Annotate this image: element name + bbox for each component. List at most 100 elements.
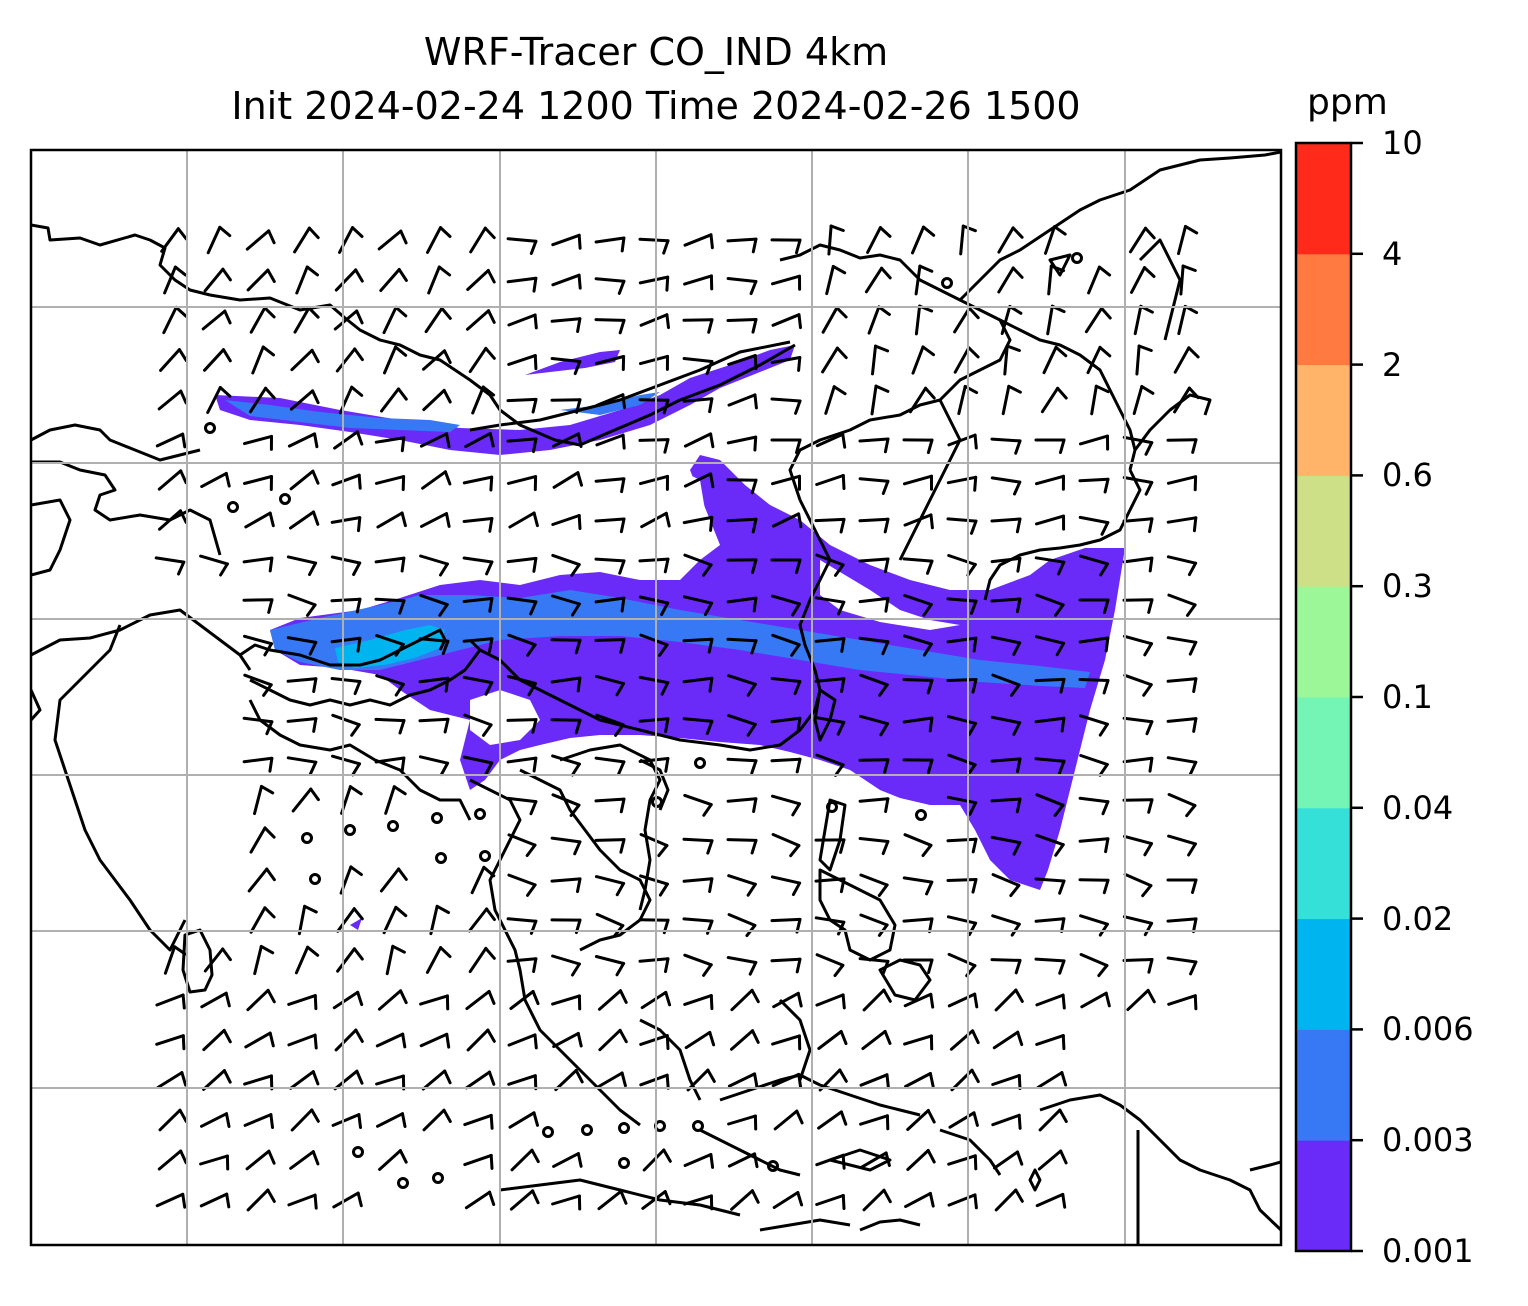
wind-barb-flag (489, 475, 494, 492)
calm-wind-circle (581, 1124, 593, 1136)
wind-barb-flag (797, 313, 802, 330)
calm-wind-circle (474, 808, 486, 820)
wind-barb (463, 1153, 493, 1167)
wind-barb-flag (791, 881, 802, 897)
wind-barb-flag (532, 437, 538, 454)
wind-barb (991, 1074, 1021, 1086)
colorbar-band (1296, 143, 1351, 255)
wind-barb-flag (487, 309, 496, 324)
wind-barb (1173, 386, 1191, 414)
wind-barb (1042, 345, 1058, 375)
wind-barb (247, 867, 269, 893)
wind-barb-flag (708, 877, 714, 893)
wind-barb-flag (397, 268, 408, 282)
wind-barb (552, 471, 580, 489)
wind-barb (157, 469, 183, 491)
wind-barb (200, 991, 228, 1009)
wind-barb-flag (884, 797, 890, 813)
wind-barb (1122, 435, 1154, 445)
wind-barb (814, 716, 846, 724)
colorbar-tick-label: 0.02 (1382, 899, 1454, 938)
wind-barb-flag (532, 276, 538, 293)
colorbar-band (1296, 586, 1351, 698)
wind-barb (638, 757, 670, 763)
wind-barb (470, 865, 486, 895)
wind-barb-flag (569, 803, 581, 817)
wind-barb (382, 905, 398, 935)
wind-barb (1080, 991, 1108, 1009)
wind-barb (871, 344, 877, 376)
wind-barb (206, 225, 222, 255)
wind-barb-flag (883, 517, 890, 534)
wind-barb-flag (973, 433, 978, 450)
wind-barb-flag (926, 438, 934, 455)
wind-barb-flag (355, 430, 364, 446)
wind-barb-flag (355, 309, 364, 325)
wind-barb-flag (529, 800, 538, 816)
wind-barb (554, 1068, 578, 1092)
wind-barb-flag (486, 1028, 496, 1043)
wind-barb (509, 1189, 535, 1211)
wind-barb (1079, 914, 1109, 926)
wind-barb-flag (883, 758, 890, 774)
wind-barb (858, 797, 890, 803)
wind-barb (858, 636, 890, 644)
calm-wind-circle (387, 820, 399, 832)
wind-barb (686, 1068, 710, 1092)
wind-barb (594, 236, 626, 244)
wind-barb-flag (1053, 225, 1067, 236)
wind-barb-flag (1053, 803, 1065, 817)
wind-barb (727, 393, 757, 407)
wind-barb-flag (530, 1148, 540, 1164)
wind-barb (551, 273, 581, 287)
wind-barb-flag (1060, 1071, 1068, 1087)
wind-barb (379, 867, 401, 893)
wind-barb (595, 713, 625, 727)
wind-barb (1001, 384, 1011, 416)
wind-barb (462, 597, 494, 603)
wind-barb (157, 1149, 183, 1171)
wind-barb (815, 553, 845, 567)
wind-barb-flag (577, 432, 583, 448)
wind-barb-flag (664, 757, 670, 773)
wind-barb-flag (354, 268, 364, 283)
wind-barb (245, 229, 271, 251)
wind-barb (242, 756, 274, 764)
wind-barb (336, 907, 356, 933)
wind-barb-flag (357, 1113, 362, 1129)
wind-barb (1034, 877, 1066, 883)
wind-barb-flag (174, 305, 188, 318)
wind-barb-flag (531, 1189, 540, 1205)
wind-barb-flag (483, 226, 496, 240)
wind-barb (771, 594, 801, 606)
wind-barb-flag (310, 1108, 320, 1123)
wind-barb-flag (484, 681, 494, 696)
wind-barb (157, 389, 183, 411)
wind-barb (682, 837, 714, 843)
wind-barb-flag (829, 224, 845, 232)
wind-barb (551, 553, 581, 567)
wind-barb (1034, 917, 1066, 923)
wind-barb-flag (746, 722, 757, 737)
wind-barb (1078, 477, 1110, 483)
wind-barb (946, 878, 978, 882)
wind-barb-flag (1100, 521, 1110, 536)
wind-barb (903, 474, 933, 486)
wind-barb (682, 717, 714, 723)
colorbar-tick-label: 0.6 (1382, 456, 1433, 495)
wind-barb-flag (263, 306, 276, 319)
wind-barb (374, 597, 406, 603)
wind-barb-flag (615, 682, 625, 697)
wind-barb-flag (660, 601, 670, 616)
wind-barb (815, 1194, 845, 1206)
wind-barb-flag (398, 719, 406, 735)
wind-barb-flag (883, 1029, 892, 1045)
wind-barb (683, 233, 713, 247)
wind-barb-flag (181, 1192, 187, 1209)
wind-barb-flag (1054, 345, 1068, 358)
wind-barb-flag (663, 438, 670, 454)
wind-barb-flag (883, 437, 890, 454)
wind-barb (594, 875, 626, 885)
wind-barb (947, 433, 977, 447)
wind-barb-flag (837, 920, 846, 936)
